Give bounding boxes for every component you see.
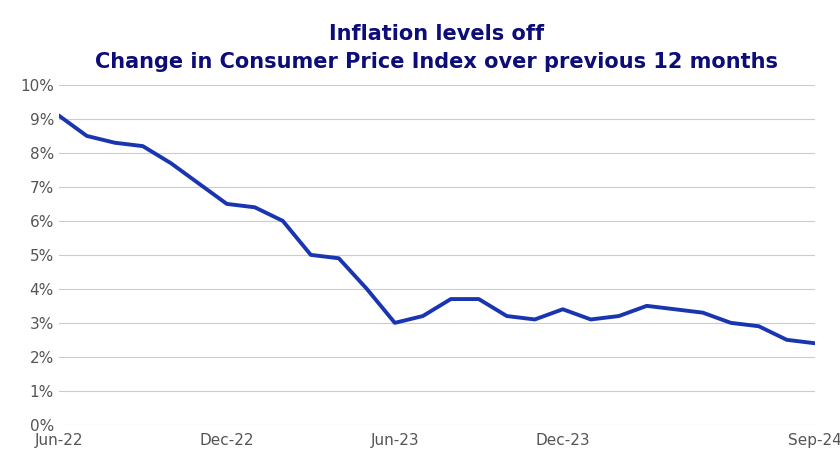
Title: Inflation levels off
Change in Consumer Price Index over previous 12 months: Inflation levels off Change in Consumer … — [95, 24, 779, 72]
